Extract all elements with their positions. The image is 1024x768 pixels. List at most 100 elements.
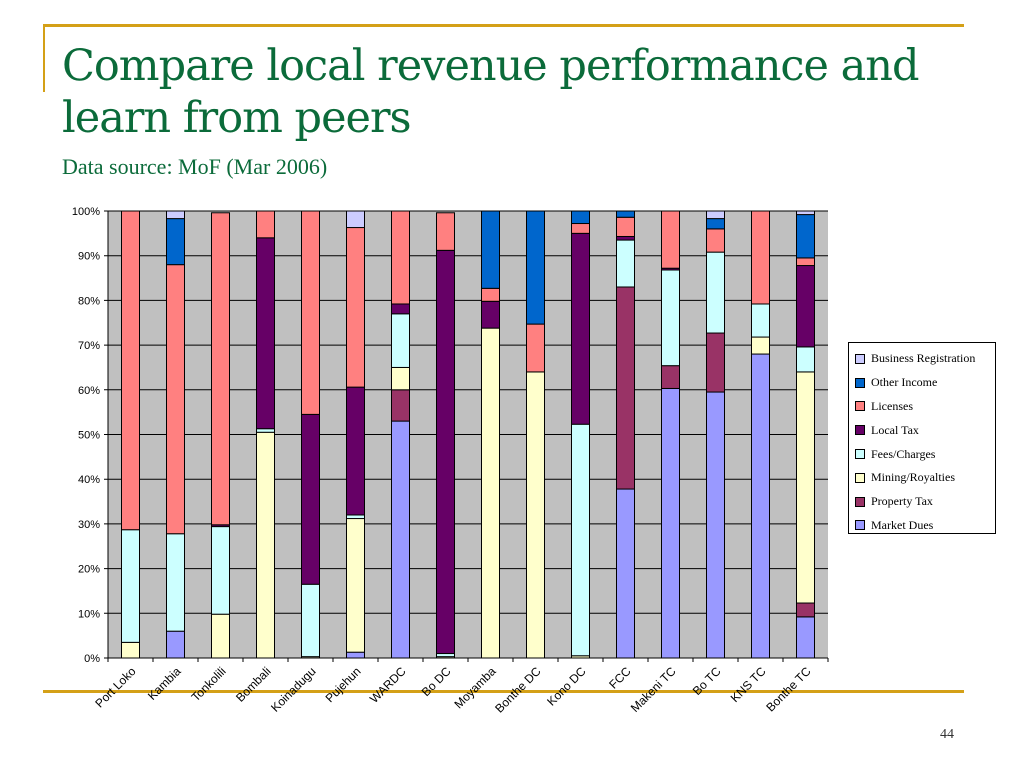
bar-segment (616, 210, 635, 218)
x-tick-label: Bombali (233, 664, 274, 705)
x-tick-label: FCC (606, 664, 634, 692)
bar-stack (121, 210, 140, 659)
bar-stack (616, 210, 635, 659)
legend-label: Mining/Royalties (871, 470, 955, 485)
bar-segment (346, 210, 365, 229)
bar-segment (751, 303, 770, 338)
x-tick-label: Kambia (145, 664, 184, 703)
legend-swatch (855, 401, 865, 412)
y-tick-label: 100% (72, 206, 100, 218)
x-tick-label: Bo TC (690, 664, 724, 698)
bar-segment (166, 533, 185, 632)
bar-segment (571, 423, 590, 657)
legend-label: Licenses (871, 398, 913, 413)
y-tick-label: 0% (84, 653, 100, 665)
legend-swatch (855, 425, 865, 436)
bar-segment (346, 386, 365, 516)
bar-stack (706, 210, 725, 659)
legend-item: Property Tax (855, 490, 995, 514)
bar-segment (571, 223, 590, 234)
bar-segment (796, 210, 815, 216)
bar-segment (346, 651, 365, 659)
bar-segment (166, 210, 185, 220)
legend-item: Licenses (855, 395, 995, 419)
bar-stack (571, 210, 590, 659)
bar-segment (211, 212, 230, 526)
legend-item: Mining/Royalties (855, 466, 995, 490)
bar-segment (616, 216, 635, 237)
bar-segment (346, 518, 365, 653)
bar-segment (616, 235, 635, 241)
legend-swatch (855, 496, 865, 507)
bar-segment (526, 323, 545, 373)
bar-segment (121, 210, 140, 531)
legend-item: Local Tax (855, 418, 995, 442)
x-tick-label: Moyamba (451, 664, 498, 711)
legend-swatch (855, 377, 865, 388)
x-tick-label: Tonkolili (189, 664, 229, 704)
bar-segment (796, 214, 815, 259)
bar-segment (391, 366, 410, 391)
x-tick-label: Port Loko (92, 664, 138, 710)
legend-swatch (855, 449, 865, 460)
slide-title: Compare local revenue performance and le… (62, 41, 919, 143)
bar-segment (796, 257, 815, 267)
bar-segment (706, 391, 725, 659)
y-tick-label: 60% (78, 385, 100, 397)
bar-segment (751, 210, 770, 305)
bar-segment (481, 210, 500, 289)
bar-segment (796, 602, 815, 618)
bar-stack (796, 210, 815, 659)
slide-subtitle: Data source: MoF (Mar 2006) (62, 154, 328, 179)
bar-stack (256, 210, 275, 659)
y-tick-label: 40% (78, 474, 100, 486)
x-tick-label: Koinadugu (268, 664, 318, 714)
bar-segment (706, 332, 725, 393)
bar-stack (301, 210, 320, 659)
bar-segment (706, 228, 725, 253)
bar-segment (661, 210, 680, 269)
x-tick-label: WARDC (367, 664, 409, 706)
legend-swatch (855, 353, 865, 364)
bar-stack (391, 210, 410, 659)
bar-segment (526, 210, 545, 325)
x-tick-label: Bonthe DC (492, 664, 544, 716)
bar-segment (436, 212, 455, 251)
legend-item: Other Income (855, 371, 995, 395)
legend-swatch (855, 520, 865, 531)
bar-segment (661, 365, 680, 389)
y-tick-label: 20% (78, 564, 100, 576)
bar-segment (211, 526, 230, 615)
bar-segment (301, 210, 320, 415)
bar-segment (661, 387, 680, 659)
legend-label: Local Tax (871, 422, 919, 437)
legend-swatch (855, 472, 865, 483)
bar-stack (661, 210, 680, 659)
bar-segment (481, 327, 500, 659)
legend-label: Other Income (871, 375, 938, 390)
bar-segment (391, 303, 410, 315)
bar-segment (616, 239, 635, 288)
y-tick-label: 10% (78, 608, 100, 620)
bar-segment (796, 371, 815, 604)
bar-segment (256, 431, 275, 659)
legend-label: Business Registration (871, 351, 976, 366)
bar-segment (436, 249, 455, 655)
bar-segment (256, 237, 275, 430)
x-tick-label: Kono DC (544, 664, 589, 709)
bar-stack (436, 212, 455, 659)
bar-segment (796, 265, 815, 348)
bar-segment (706, 218, 725, 230)
bar-segment (751, 353, 770, 659)
legend-label: Fees/Charges (871, 446, 936, 461)
bar-segment (751, 336, 770, 355)
bar-segment (796, 616, 815, 659)
x-tick-label: Bo DC (419, 664, 454, 699)
bar-segment (796, 346, 815, 373)
bar-segment (121, 641, 140, 659)
bar-segment (706, 251, 725, 334)
bar-segment (166, 630, 185, 659)
bar-stack (751, 210, 770, 659)
bar-segment (346, 514, 365, 520)
bar-segment (301, 583, 320, 658)
